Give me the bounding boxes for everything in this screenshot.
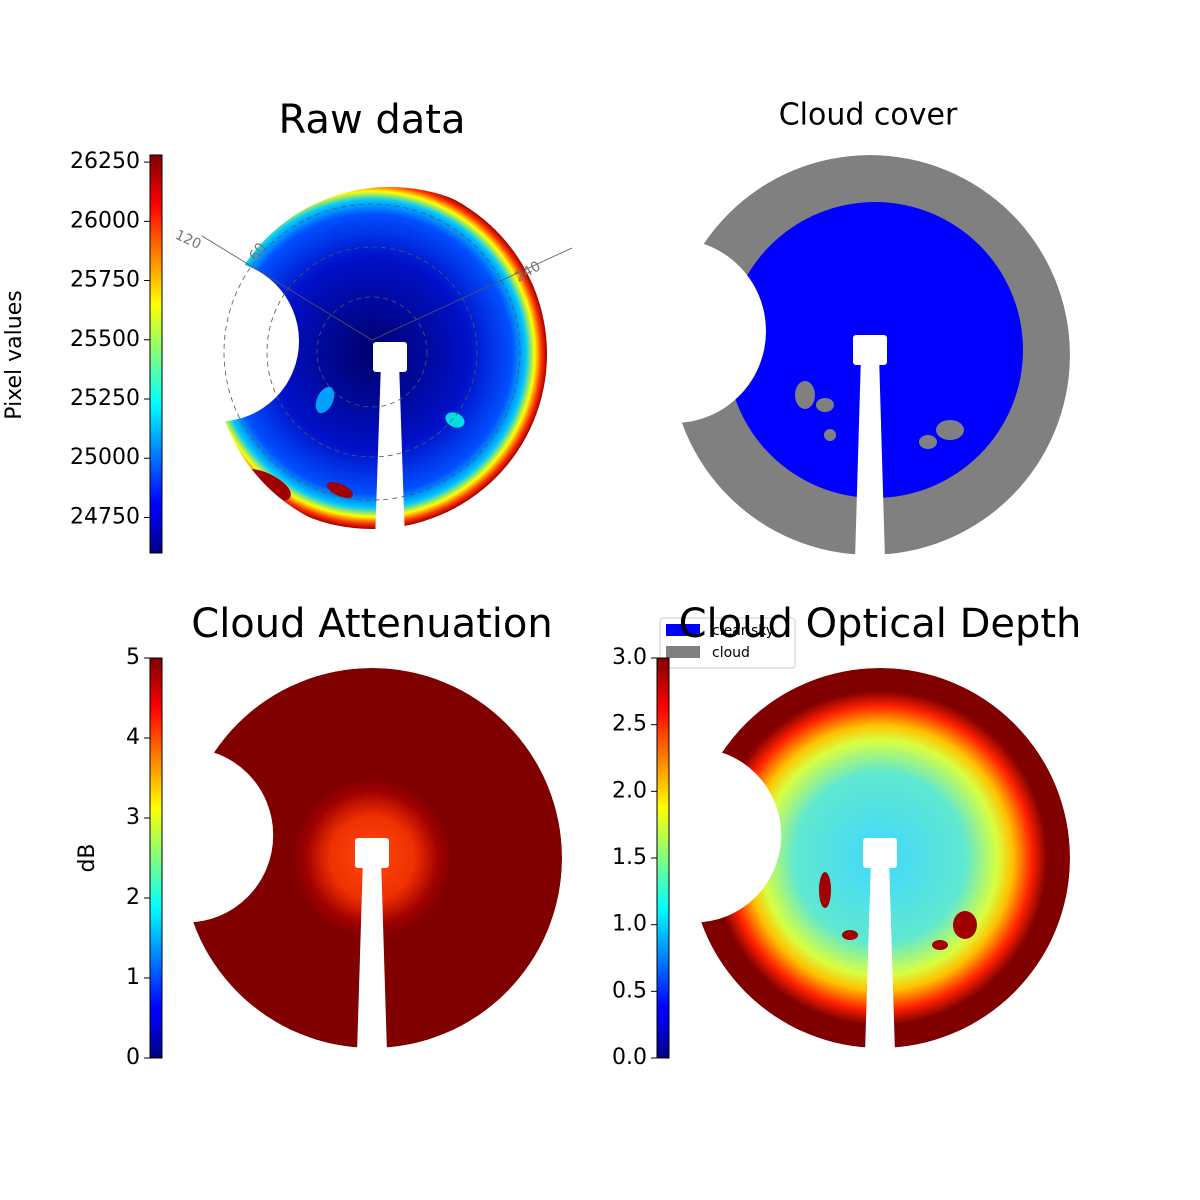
colorbar-tick-label: 2.0 (612, 778, 647, 803)
sky-fill (690, 668, 1070, 1048)
colorbar-tick-label: 26000 (70, 208, 140, 233)
cloud-patch (239, 468, 291, 502)
legend-swatch (666, 624, 700, 636)
cloud-patch (824, 429, 836, 441)
polar-spoke (201, 235, 373, 341)
colorbar-tick-label: 24750 (70, 504, 140, 529)
sky-image (182, 668, 562, 1048)
colorbar-tick-label: 2.5 (612, 712, 647, 737)
sky-fill (182, 668, 562, 1048)
polar-label: 120 (173, 227, 204, 253)
legend-label: clear sky (712, 623, 774, 639)
colorbar-tick-label: 1.5 (612, 845, 647, 870)
cloud-patch (315, 386, 335, 414)
sky-fill (197, 179, 547, 529)
legend-swatch (666, 646, 700, 658)
colorbar-tick-label: 4 (126, 725, 140, 750)
legend: clear sky cloud (659, 617, 796, 669)
colorbar-tick-label: 0.5 (612, 978, 647, 1003)
cloud-patch (816, 398, 834, 412)
polar-ring (223, 203, 521, 501)
colorbar (149, 154, 163, 554)
polar-spoke (371, 247, 573, 341)
cloud-patch (936, 420, 964, 440)
colorbar-label: Pixel values (2, 290, 27, 419)
panel-title: Raw data (279, 97, 466, 143)
colorbar-tick-label: 25500 (70, 327, 140, 352)
panel-title: Cloud cover (779, 98, 958, 133)
colorbar-tick-label: 0.0 (612, 1045, 647, 1070)
colorbar-tick-label: 1.0 (612, 912, 647, 937)
colorbar (149, 657, 163, 1059)
legend-label: cloud (712, 645, 750, 661)
colorbar-tick-label: 25000 (70, 445, 140, 470)
cloud-patch (842, 930, 858, 940)
cloud-patch (445, 412, 465, 428)
panel-title: Cloud Optical Depth (679, 601, 1082, 647)
colorbar-tick-label: 25750 (70, 268, 140, 293)
polar-ring (266, 246, 478, 458)
colorbar-tick-label: 25250 (70, 386, 140, 411)
colorbar-label: dB (75, 843, 100, 872)
cloud-patch (795, 381, 815, 409)
cloud-patch (932, 940, 948, 950)
colorbar-tick-label: 1 (126, 965, 140, 990)
colorbar-tick-label: 3.0 (612, 645, 647, 670)
colorbar-tick-label: 26250 (70, 149, 140, 174)
cloud-patch (919, 435, 937, 449)
polar-ring (316, 296, 428, 408)
cloud-patch (953, 911, 977, 939)
panel-title: Cloud Attenuation (191, 601, 552, 647)
cloud-patch (819, 872, 831, 908)
sky-image (690, 668, 1070, 1048)
colorbar-tick-label: 2 (126, 885, 140, 910)
sky-image (670, 155, 1070, 555)
colorbar-tick-label: 0 (126, 1045, 140, 1070)
colorbar-tick-label: 5 (126, 645, 140, 670)
polar-grid (201, 203, 573, 501)
cloud-patch (327, 481, 353, 499)
colorbar (656, 657, 670, 1059)
clear-region (727, 202, 1023, 498)
sky-image (197, 179, 547, 529)
colorbar-tick-label: 3 (126, 805, 140, 830)
